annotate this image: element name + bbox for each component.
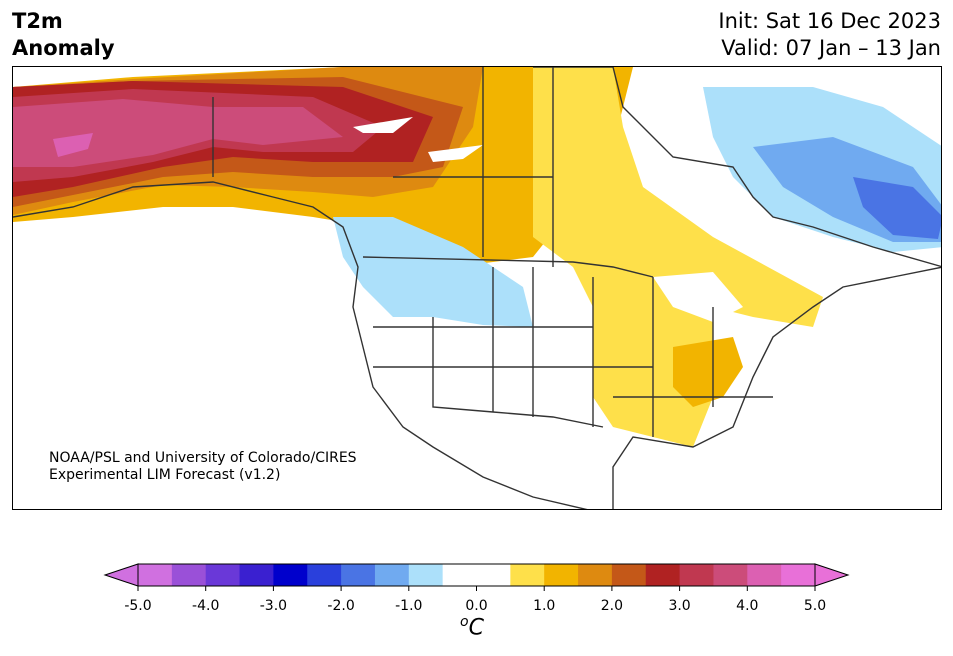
credit-line-2: Experimental LIM Forecast (v1.2) (49, 467, 281, 483)
anomaly-zone-alaska-40 (53, 133, 93, 157)
colorbar-cell (408, 564, 444, 586)
colorbar-cell (307, 564, 342, 586)
colorbar-under-arrow (103, 563, 139, 587)
anomaly-map (12, 66, 942, 510)
colorbar-cell (645, 564, 681, 586)
colorbar-tick-label: -3.0 (260, 598, 287, 614)
colorbar-tick-label: 1.0 (533, 598, 555, 614)
colorbar-tick-label: 2.0 (601, 598, 623, 614)
colorbar-unit: oC (460, 614, 484, 640)
colorbar-cell (171, 564, 207, 586)
colorbar-cell (611, 564, 647, 586)
title-variable: T2m (12, 9, 63, 33)
valid-range: Valid: 07 Jan – 13 Jan (721, 36, 941, 60)
colorbar-over-arrow (814, 563, 850, 587)
colorbar-cell (205, 564, 241, 586)
title-anomaly: Anomaly (12, 36, 115, 60)
data-credit: NOAA/PSL and University of Colorado/CIRE… (49, 450, 357, 484)
anomaly-zone-alaska-35 (13, 99, 343, 167)
map-title: T2m Anomaly (12, 8, 115, 62)
colorbar-cell (374, 564, 410, 586)
anomaly-zone-west-neg05 (333, 217, 533, 327)
anomaly-zone-east-10 (673, 337, 743, 407)
colorbar-cell (713, 564, 748, 586)
colorbar-cell (476, 564, 511, 586)
colorbar-tick-label: -2.0 (327, 598, 354, 614)
anomaly-zone-east-05 (533, 67, 823, 447)
colorbar-cell (239, 564, 274, 586)
colorbar-tick-label: -1.0 (395, 598, 422, 614)
great-bear-lake (428, 145, 483, 162)
colorbar-cell (679, 564, 714, 586)
credit-line-1: NOAA/PSL and University of Colorado/CIRE… (49, 450, 357, 466)
unit-base: C (468, 615, 484, 641)
colorbar-cell (341, 564, 376, 586)
init-date: Init: Sat 16 Dec 2023 (718, 9, 941, 33)
colorbar-tick-label: 5.0 (804, 598, 826, 614)
unit-degree-sup: o (460, 614, 469, 630)
colorbar-tick-label: -4.0 (192, 598, 219, 614)
colorbar-cell (442, 564, 477, 586)
anomaly-zone-east-canada-neg15 (853, 177, 941, 239)
colorbar-cell (273, 564, 308, 586)
colorbar-cell (138, 564, 173, 586)
colorbar-tick-label: 0.0 (465, 598, 487, 614)
colorbar-tick-label: -5.0 (124, 598, 151, 614)
colorbar-cell (747, 564, 782, 586)
coastlines-borders (13, 67, 941, 509)
great-slave-lake (353, 117, 413, 133)
colorbar-cell (510, 564, 545, 586)
colorbar-cell (544, 564, 579, 586)
colorbar-tick-label: 3.0 (668, 598, 690, 614)
forecast-dates: Init: Sat 16 Dec 2023 Valid: 07 Jan – 13… (718, 8, 941, 62)
colorbar-tick-label: 4.0 (736, 598, 758, 614)
colorbar: -5.0 -4.0 -3.0 -2.0 -1.0 0.0 1.0 2.0 3.0 4.0 5.0 (103, 563, 850, 614)
colorbar-cell (578, 564, 613, 586)
great-lakes (653, 272, 743, 322)
colorbar-cell (781, 564, 816, 586)
map-canvas (13, 67, 941, 509)
